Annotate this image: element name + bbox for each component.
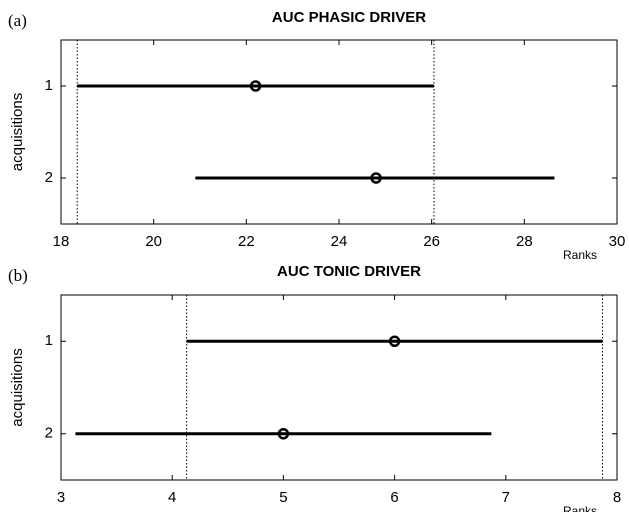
mean-marker (277, 428, 290, 440)
x-tick-label: 24 (331, 233, 348, 250)
x-tick-label: 18 (53, 233, 70, 250)
plot-area (60, 39, 618, 225)
y-tick-label: 1 (45, 332, 53, 349)
x-tick-label: 26 (423, 233, 440, 250)
x-tick-label: 22 (238, 233, 255, 250)
panel-label: (b) (8, 266, 28, 285)
y-axis-label: acquisitions (9, 348, 26, 426)
chart-title: AUC PHASIC DRIVER (272, 9, 426, 26)
x-tick-label: 30 (609, 233, 626, 250)
mean-marker (388, 335, 401, 347)
y-axis-label: acquisitions (9, 93, 26, 171)
x-tick-label: 5 (279, 489, 287, 506)
panel-label: (a) (8, 11, 27, 30)
x-tick-label: 8 (613, 489, 621, 506)
x-tick-label: 3 (57, 489, 65, 506)
x-tick-label: 7 (502, 489, 510, 506)
x-axis-label: Ranks (563, 504, 597, 512)
chart-panel: AUC PHASIC DRIVER (a) acquisitions Ranks 18 2… (8, 9, 625, 262)
mean-marker (249, 80, 262, 92)
x-tick-label: 6 (390, 489, 398, 506)
mean-marker (370, 172, 382, 184)
x-tick-label: 28 (516, 233, 533, 250)
chart-title: AUC TONIC DRIVER (277, 263, 421, 280)
y-tick-label: 2 (45, 169, 53, 186)
x-tick-label: 4 (168, 489, 176, 506)
plot-area (60, 294, 618, 481)
x-tick-label: 20 (145, 233, 162, 250)
chart-panel: AUC TONIC DRIVER (b) acquisitions Ranks 3 4 5 6… (8, 263, 621, 512)
y-tick-label: 1 (45, 77, 53, 94)
y-tick-label: 2 (45, 425, 53, 442)
x-axis-label: Ranks (563, 248, 597, 262)
